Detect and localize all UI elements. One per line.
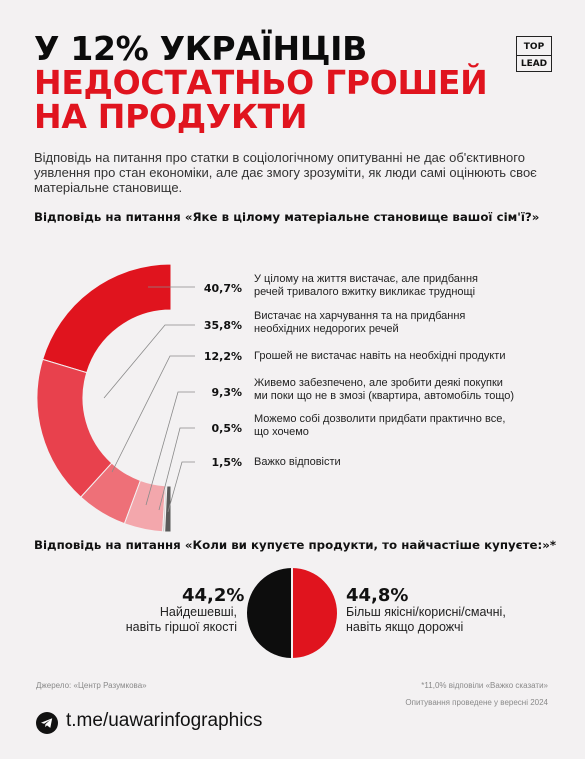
- label-line: Важко відповісти: [254, 456, 341, 468]
- chart2-value-label-left: 44,2%: [182, 585, 245, 606]
- chart1-value-label: 35,8%: [203, 319, 242, 332]
- chart2-svg: [247, 568, 338, 658]
- chart1-leader-line: [111, 355, 195, 473]
- label-line: Вистачає на харчування та на придбання: [254, 310, 466, 322]
- intro-text: Відповідь на питання про статки в соціол…: [34, 150, 537, 195]
- chart1-category-label: У цілому на життя вистачає, але придбанн…: [254, 273, 544, 299]
- chart1-leader-line: [103, 324, 195, 399]
- logo-top-text: TOP: [523, 42, 545, 52]
- chart1-leader-line: [145, 391, 195, 506]
- chart1-segment: [42, 263, 172, 374]
- label-line: Живемо забезпечено, але зробити деякі по…: [254, 377, 503, 389]
- title-line-1: У 12% УКРАЇНЦІВ: [34, 29, 367, 68]
- source-note: Джерело: «Центр Разумкова»: [36, 681, 147, 690]
- chart1-title: Відповідь на питання «Яке в цілому матер…: [34, 210, 540, 224]
- logo-divider: [517, 55, 551, 56]
- page-title: У 12% УКРАЇНЦІВ НЕДОСТАТНЬО ГРОШЕЙ НА ПР…: [34, 32, 488, 134]
- survey-date-note: Опитування проведене у вересні 2024: [405, 698, 548, 707]
- chart2-category-right: Більш якісні/корисні/смачні, навіть якщо…: [346, 605, 546, 635]
- chart2-value-label-right: 44,8%: [346, 585, 409, 606]
- chart1-category-label: Вистачає на харчування та на придбання н…: [254, 310, 544, 336]
- footnote: *11,0% відповіли «Важко сказати»: [421, 681, 548, 690]
- label-line: Найдешевші,: [159, 605, 237, 619]
- chart2-slice-left: [247, 568, 292, 658]
- chart1-category-label: Важко відповісти: [254, 456, 544, 469]
- label-line: Більш якісні/корисні/смачні,: [346, 605, 506, 619]
- label-line: навіть якщо дорожчі: [346, 620, 464, 634]
- telegram-icon: [36, 712, 58, 734]
- chart1-category-label: Живемо забезпечено, але зробити деякі по…: [254, 377, 544, 403]
- chart2-category-left: Найдешевші, навіть гіршої якості: [90, 605, 237, 635]
- chart1-segment: [164, 485, 172, 533]
- title-line-3: НА ПРОДУКТИ: [34, 97, 308, 136]
- label-line: необхідних недорогих речей: [254, 323, 399, 335]
- chart1-value-label: 1,5%: [211, 456, 242, 469]
- chart1-leader-line: [158, 427, 195, 511]
- top-lead-logo: TOP LEAD: [516, 36, 552, 72]
- label-line: ми поки що не в змозі (квартира, автомоб…: [254, 390, 515, 402]
- chart1-category-label: Можемо собі дозволити придбати практично…: [254, 413, 544, 439]
- label-line: речей тривалого вжитку викликає труднощі: [254, 286, 476, 298]
- title-line-2: НЕДОСТАТНЬО ГРОШЕЙ: [34, 63, 488, 102]
- chart2-slice-right: [291, 568, 338, 658]
- chart1-value-label: 0,5%: [211, 422, 242, 435]
- label-line: навіть гіршої якості: [125, 620, 237, 634]
- chart1-value-label: 9,3%: [211, 386, 242, 399]
- chart1-leader-line: [167, 461, 195, 513]
- chart1-value-label: 12,2%: [203, 350, 242, 363]
- label-line: Грошей не вистачає навіть на необхідні п…: [254, 350, 506, 362]
- telegram-link[interactable]: t.me/uawarinfographics: [66, 710, 263, 731]
- label-line: що хочемо: [254, 426, 309, 438]
- chart2-title: Відповідь на питання «Коли ви купуєте пр…: [34, 538, 557, 552]
- chart1-value-label: 40,7%: [203, 282, 242, 295]
- label-line: Можемо собі дозволити придбати практично…: [254, 413, 506, 425]
- chart1-category-label: Грошей не вистачає навіть на необхідні п…: [254, 350, 544, 363]
- logo-bottom-text: LEAD: [520, 59, 548, 69]
- label-line: У цілому на життя вистачає, але придбанн…: [254, 273, 479, 285]
